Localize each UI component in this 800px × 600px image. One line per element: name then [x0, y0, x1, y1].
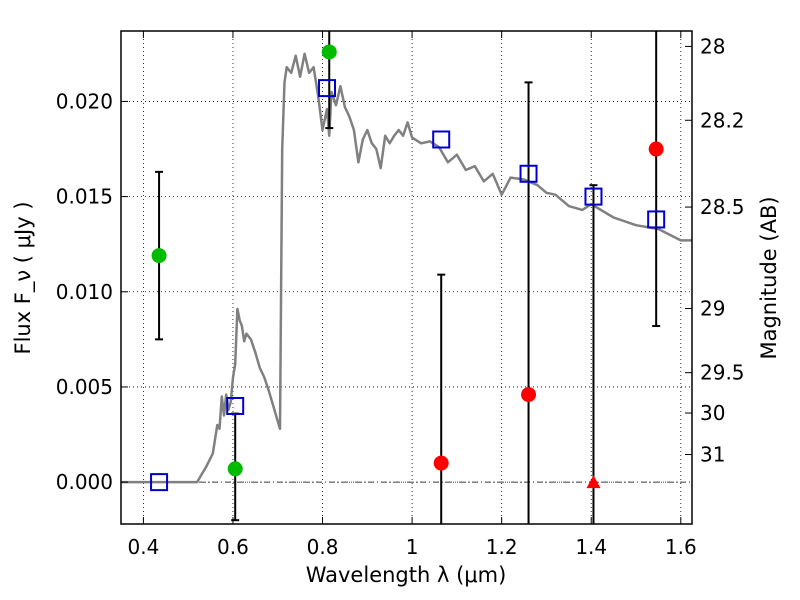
error-bars [155, 31, 661, 524]
model-spectrum [121, 52, 692, 484]
model-point-square [519, 164, 538, 183]
tick-labels: 0.4 0.6 0.8 1 1.2 1.4 1.6 0.000 0.005 0.010 0.015 0… [56, 34, 745, 559]
plot-frame [120, 30, 693, 525]
x-tick-label: 1.2 [486, 535, 518, 559]
detection-point [321, 44, 337, 60]
x-tick-label: 1.6 [665, 535, 697, 559]
right-tick-label: 29.5 [700, 361, 745, 385]
detection-point [227, 461, 243, 477]
nondetection-point [433, 455, 449, 471]
y-tick-label: 0.000 [56, 470, 113, 494]
y-axis-label: Flux F_ν ( μJy ) [11, 201, 36, 354]
right-tick-label: 31 [700, 443, 725, 467]
right-axis-label: Magnitude (AB) [757, 196, 781, 359]
model-point-square [150, 473, 169, 492]
x-tick-label: 0.8 [307, 535, 339, 559]
x-tick-label: 1.4 [575, 535, 607, 559]
right-tick-label: 30 [700, 401, 725, 425]
right-tick-label: 29 [700, 297, 725, 321]
x-tick-label: 1 [406, 535, 419, 559]
data-markers [150, 44, 666, 492]
model-point-square [432, 130, 451, 149]
nondetection-point [521, 387, 537, 403]
model-point-square [647, 210, 666, 229]
y-tick-label: 0.020 [56, 89, 113, 113]
upper-limit-triangle [586, 475, 601, 489]
right-tick-label: 28 [700, 34, 725, 58]
axis-ticks [121, 31, 692, 524]
model-point-square [584, 187, 603, 206]
nondetection-point [648, 141, 664, 157]
x-tick-label: 0.6 [217, 535, 249, 559]
model-point-square [318, 79, 337, 98]
x-axis-label: Wavelength λ (μm) [306, 563, 507, 587]
model-point-square [226, 396, 245, 415]
model-spectrum-line [121, 52, 692, 484]
y-tick-label: 0.015 [56, 185, 113, 209]
right-tick-label: 28.5 [700, 195, 745, 219]
right-tick-label: 28.2 [700, 108, 745, 132]
grid-lines [121, 31, 692, 524]
y-tick-label: 0.010 [56, 280, 113, 304]
y-tick-label: 0.005 [56, 375, 113, 399]
x-tick-label: 0.4 [127, 535, 159, 559]
detection-point [151, 248, 167, 264]
